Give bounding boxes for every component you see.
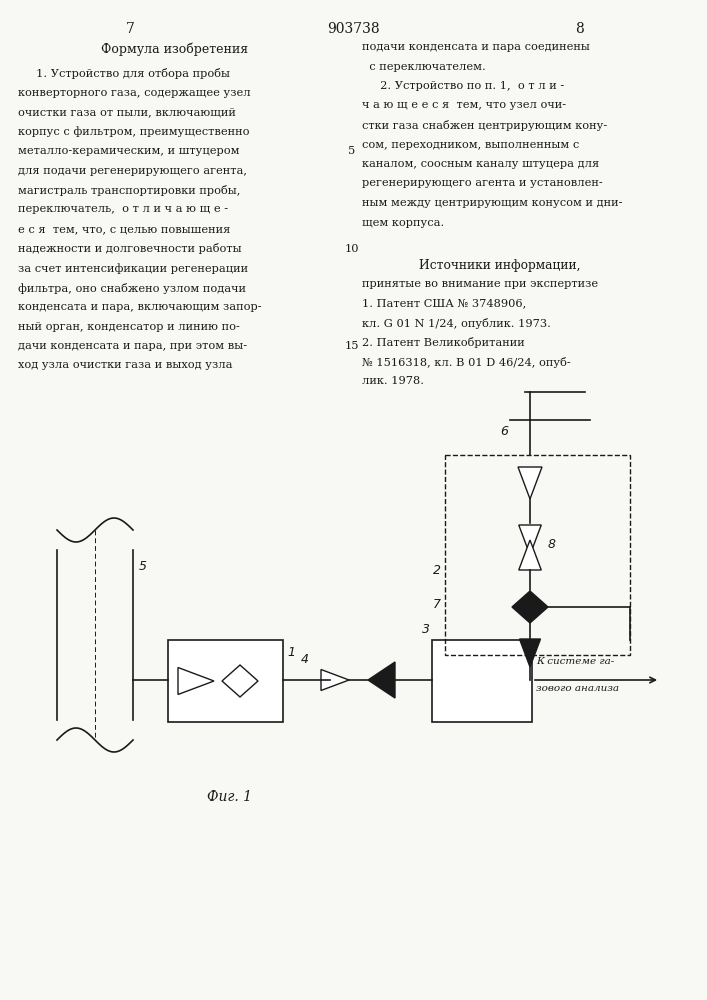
Text: К системе га-: К системе га- xyxy=(536,657,614,666)
Bar xyxy=(432,640,532,722)
Text: магистраль транспортировки пробы,: магистраль транспортировки пробы, xyxy=(18,185,240,196)
Text: 7: 7 xyxy=(433,598,441,611)
Text: № 1516318, кл. B 01 D 46/24, опуб-: № 1516318, кл. B 01 D 46/24, опуб- xyxy=(362,357,571,368)
Text: фильтра, оно снабжено узлом подачи: фильтра, оно снабжено узлом подачи xyxy=(18,282,246,294)
Text: с переключателем.: с переключателем. xyxy=(362,62,486,72)
Text: подачи конденсата и пара соединены: подачи конденсата и пара соединены xyxy=(362,42,590,52)
Text: 5: 5 xyxy=(139,560,147,573)
Text: надежности и долговечности работы: надежности и долговечности работы xyxy=(18,243,242,254)
Polygon shape xyxy=(178,668,214,694)
Text: 5: 5 xyxy=(349,146,356,156)
Bar xyxy=(168,640,283,722)
Text: 2. Патент Великобритании: 2. Патент Великобритании xyxy=(362,338,525,349)
Text: зового анализа: зового анализа xyxy=(536,684,619,693)
Text: принятые во внимание при экспертизе: принятые во внимание при экспертизе xyxy=(362,279,598,289)
Polygon shape xyxy=(518,467,542,499)
Text: Источники информации,: Источники информации, xyxy=(419,259,580,272)
Text: 3: 3 xyxy=(422,623,430,636)
Text: е с я  тем, что, с целью повышения: е с я тем, что, с целью повышения xyxy=(18,224,230,234)
Text: конверторного газа, содержащее узел: конверторного газа, содержащее узел xyxy=(18,88,250,98)
Text: 4: 4 xyxy=(301,653,309,666)
Text: ч а ю щ е е с я  тем, что узел очи-: ч а ю щ е е с я тем, что узел очи- xyxy=(362,101,566,110)
Text: ный орган, конденсатор и линию по-: ный орган, конденсатор и линию по- xyxy=(18,322,240,332)
Polygon shape xyxy=(368,662,395,698)
Polygon shape xyxy=(519,540,542,570)
Text: кл. G 01 N 1/24, опублик. 1973.: кл. G 01 N 1/24, опублик. 1973. xyxy=(362,318,551,329)
Text: корпус с фильтром, преимущественно: корпус с фильтром, преимущественно xyxy=(18,126,250,137)
Text: для подачи регенерирующего агента,: для подачи регенерирующего агента, xyxy=(18,165,247,176)
Text: Формула изобретения: Формула изобретения xyxy=(101,42,249,55)
Text: ным между центрирующим конусом и дни-: ным между центрирующим конусом и дни- xyxy=(362,198,622,208)
Polygon shape xyxy=(321,670,349,690)
Text: 8: 8 xyxy=(575,22,585,36)
Text: каналом, соосным каналу штуцера для: каналом, соосным каналу штуцера для xyxy=(362,159,600,169)
Text: сом, переходником, выполненным с: сом, переходником, выполненным с xyxy=(362,139,579,149)
Bar xyxy=(445,455,630,655)
Text: стки газа снабжен центрирующим кону-: стки газа снабжен центрирующим кону- xyxy=(362,120,607,131)
Text: за счет интенсификации регенерации: за счет интенсификации регенерации xyxy=(18,263,248,274)
Text: лик. 1978.: лик. 1978. xyxy=(362,376,424,386)
Text: 8: 8 xyxy=(548,538,556,552)
Text: дачи конденсата и пара, при этом вы-: дачи конденсата и пара, при этом вы- xyxy=(18,341,247,351)
Text: 903738: 903738 xyxy=(327,22,380,36)
Text: 1. Устройство для отбора пробы: 1. Устройство для отбора пробы xyxy=(18,68,230,79)
Text: переключатель,  о т л и ч а ю щ е -: переключатель, о т л и ч а ю щ е - xyxy=(18,205,228,215)
Text: 1: 1 xyxy=(287,646,295,659)
Text: 10: 10 xyxy=(345,243,359,253)
Text: ход узла очистки газа и выход узла: ход узла очистки газа и выход узла xyxy=(18,360,233,370)
Text: 2: 2 xyxy=(433,564,441,576)
Text: 7: 7 xyxy=(126,22,134,36)
Text: 6: 6 xyxy=(500,425,508,438)
Text: регенерирующего агента и установлен-: регенерирующего агента и установлен- xyxy=(362,178,603,188)
Text: щем корпуса.: щем корпуса. xyxy=(362,218,444,228)
Text: 2. Устройство по п. 1,  о т л и -: 2. Устройство по п. 1, о т л и - xyxy=(362,81,564,91)
Polygon shape xyxy=(520,639,540,667)
Text: 15: 15 xyxy=(345,341,359,351)
Polygon shape xyxy=(519,525,542,555)
Text: конденсата и пара, включающим запор-: конденсата и пара, включающим запор- xyxy=(18,302,262,312)
Text: очистки газа от пыли, включающий: очистки газа от пыли, включающий xyxy=(18,107,236,117)
Text: Фиг. 1: Фиг. 1 xyxy=(207,790,252,804)
Text: металло-керамическим, и штуцером: металло-керамическим, и штуцером xyxy=(18,146,240,156)
Polygon shape xyxy=(222,665,258,697)
Polygon shape xyxy=(512,591,548,623)
Text: 1. Патент США № 3748906,: 1. Патент США № 3748906, xyxy=(362,298,526,308)
